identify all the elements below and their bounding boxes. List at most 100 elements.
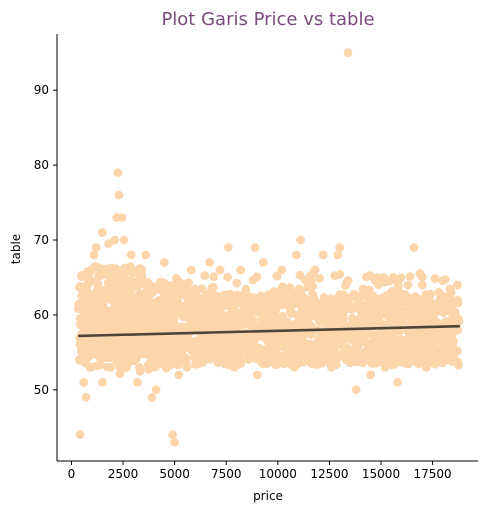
y-tick-label: 60 [34,308,49,322]
y-axis-label: table [9,234,23,264]
data-point [341,342,350,352]
data-point [435,357,445,367]
x-tick-label: 17500 [414,467,452,481]
data-point [331,320,341,330]
data-point [252,370,262,380]
data-point [73,304,83,314]
data-point [202,294,212,304]
data-point [119,235,129,245]
data-point [360,348,369,357]
data-point [151,362,161,372]
y-tick-label: 90 [34,83,49,97]
data-point [403,280,413,290]
data-point [273,360,282,369]
data-point [162,363,171,373]
data-point [425,302,435,312]
data-point [450,345,459,355]
data-point [351,303,361,313]
data-point [124,278,134,288]
data-point [209,272,219,282]
x-tick-label: 0 [68,467,76,481]
data-point [292,250,301,260]
data-point [114,190,124,200]
data-point [310,265,320,275]
data-point [84,268,94,278]
data-point [215,265,225,275]
data-point [149,304,159,314]
data-point [199,317,209,327]
data-point [167,317,177,326]
data-point [229,349,239,358]
data-point [279,330,288,340]
data-point [298,355,308,365]
data-point [241,284,251,294]
data-point [123,263,132,273]
data-point [334,335,344,345]
data-point [335,309,345,319]
data-point [319,343,328,353]
data-point [277,265,287,275]
data-point [97,288,106,298]
data-point [295,270,305,280]
data-point [379,273,388,282]
data-point [96,269,105,279]
data-point [401,306,410,316]
data-point [144,365,154,374]
data-point [278,282,287,292]
data-point [263,347,273,357]
data-point [156,322,166,332]
data-point [427,318,437,327]
data-point [418,354,428,364]
data-point [91,243,101,252]
data-point [321,336,331,346]
data-point [330,271,340,280]
data-point [259,321,269,331]
regression-line-layer [78,324,460,338]
data-point [144,347,154,357]
data-point [259,258,268,267]
data-point [170,287,180,297]
data-point [397,315,407,324]
data-point [98,377,107,387]
data-point [97,301,107,311]
data-point [182,363,192,372]
data-point [81,324,91,334]
data-point [267,301,276,311]
data-point [409,243,419,252]
data-point [405,272,415,281]
data-point [366,370,376,380]
data-point [256,351,266,361]
data-point [127,304,136,314]
data-point [250,243,260,252]
data-point [200,271,210,280]
data-point [393,281,403,290]
data-point [208,282,218,292]
data-point [261,296,270,306]
data-point [272,271,282,281]
data-point [424,344,434,353]
data-point [158,286,168,295]
data-point [134,291,143,301]
data-point [133,377,142,387]
data-point [318,250,328,260]
data-point [393,377,402,387]
data-point [372,273,382,282]
data-point [111,287,121,297]
data-point [287,309,296,318]
data-point [371,330,381,339]
data-point [175,306,185,316]
data-point [172,273,181,283]
data-point [85,313,95,323]
data-point [190,353,200,362]
data-point [293,298,302,308]
data-point [431,350,441,359]
data-point [204,307,214,317]
data-point [433,328,443,338]
data-point [416,334,425,343]
data-point [124,292,134,302]
data-point [282,293,292,303]
data-point [197,284,207,294]
data-point [185,311,195,321]
data-point [160,335,170,345]
